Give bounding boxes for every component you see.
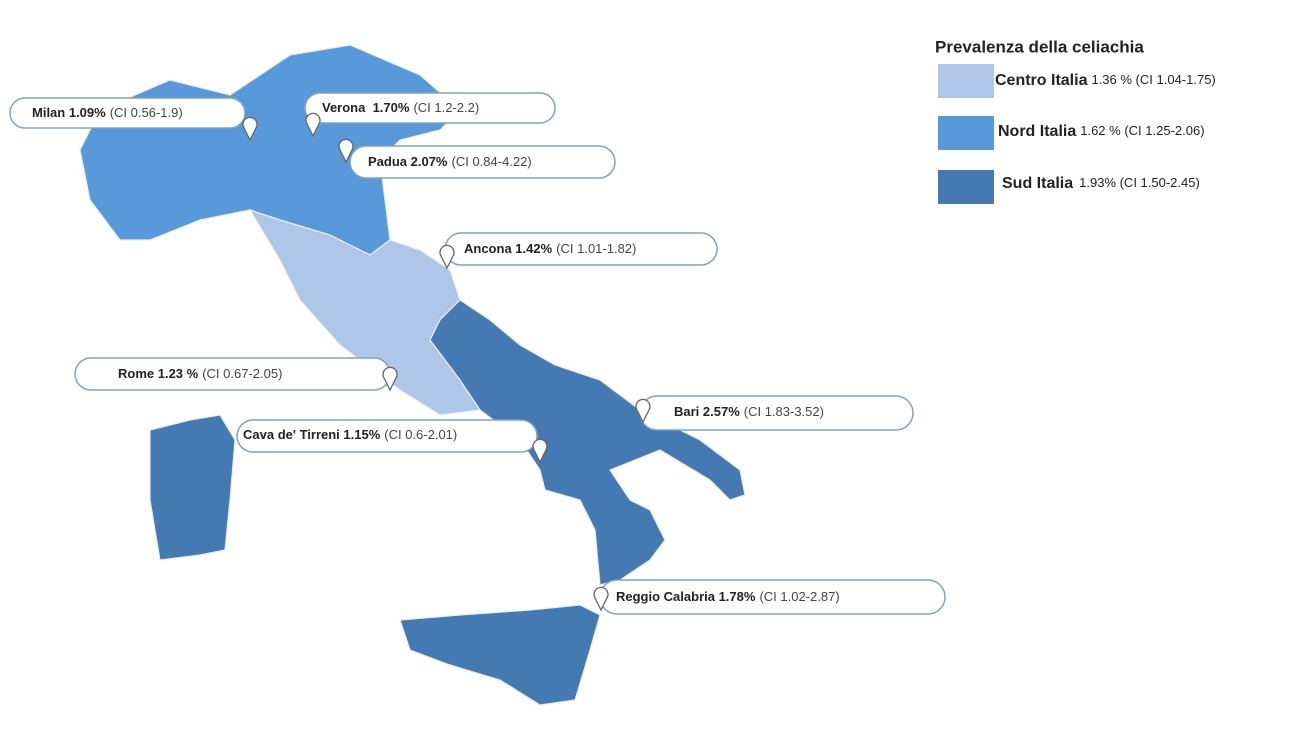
- city-ci: (CI 0.84-4.22): [452, 154, 532, 169]
- city-name: Padua 2.07%: [368, 154, 448, 169]
- legend-name: Centro Italia: [995, 72, 1088, 89]
- city-label: Reggio Calabria 1.78% (CI 1.02-2.87): [616, 589, 840, 604]
- pins: [242, 112, 651, 612]
- legend-item: Nord Italia 1.62 % (CI 1.25-2.06): [998, 123, 1205, 140]
- city-ci: (CI 1.02-2.87): [759, 589, 839, 604]
- city-name: Ancona 1.42%: [464, 241, 553, 256]
- legend-text: 1.62 % (CI 1.25-2.06): [1080, 123, 1204, 138]
- city-name: Rome 1.23 %: [118, 366, 199, 381]
- city-label: Bari 2.57% (CI 1.83-3.52): [674, 404, 824, 419]
- city-label: Cava de' Tirreni 1.15% (CI 0.6-2.01): [243, 427, 457, 442]
- city-labels: Milan 1.09% (CI 0.56-1.9) Verona 1.70% (CI…: [9, 92, 946, 615]
- legend-item: Sud Italia 1.93% (CI 1.50-2.45): [1002, 175, 1200, 192]
- pin: [439, 244, 455, 270]
- city-label: Ancona 1.42% (CI 1.01-1.82): [464, 241, 636, 256]
- city-ci: (CI 0.56-1.9): [110, 105, 183, 120]
- legend-item: Centro Italia 1.36 % (CI 1.04-1.75): [995, 72, 1216, 89]
- sardegna: [149, 414, 236, 561]
- city-label: Rome 1.23 % (CI 0.67-2.05): [118, 366, 282, 381]
- pin: [635, 398, 651, 424]
- label-box: [304, 92, 556, 124]
- pin: [305, 112, 321, 138]
- legend-title: Prevalenza della celiachia: [935, 37, 1144, 56]
- legend-text: 1.36 % (CI 1.04-1.75): [1091, 72, 1215, 87]
- legend-swatch: [938, 116, 994, 150]
- legend-swatch: [938, 64, 994, 98]
- label-box: [9, 97, 246, 129]
- city-ci: (CI 0.6-2.01): [384, 427, 457, 442]
- city-name: Verona 1.70%: [322, 100, 410, 115]
- legend-name: Nord Italia: [998, 123, 1076, 140]
- pin: [382, 366, 398, 392]
- city-label: Padua 2.07% (CI 0.84-4.22): [368, 154, 532, 169]
- pin: [593, 586, 609, 612]
- label-box: [349, 145, 616, 179]
- pin: [242, 116, 258, 142]
- city-ci: (CI 0.67-2.05): [202, 366, 282, 381]
- city-label: Milan 1.09% (CI 0.56-1.9): [32, 105, 183, 120]
- sicilia: [399, 604, 601, 706]
- city-ci: (CI 1.2-2.2): [413, 100, 479, 115]
- label-box: [236, 419, 538, 453]
- legend: Prevalenza della celiachia Centro Italia…: [935, 37, 1216, 204]
- legend-name: Sud Italia: [1002, 175, 1073, 192]
- pin: [338, 138, 354, 164]
- legend-text: 1.93% (CI 1.50-2.45): [1079, 175, 1200, 190]
- city-name: Bari 2.57%: [674, 404, 740, 419]
- city-name: Cava de' Tirreni 1.15%: [243, 427, 381, 442]
- pin: [532, 438, 548, 464]
- city-name: Reggio Calabria 1.78%: [616, 589, 756, 604]
- city-ci: (CI 1.01-1.82): [556, 241, 636, 256]
- city-label: Verona 1.70% (CI 1.2-2.2): [322, 100, 479, 115]
- city-ci: (CI 1.83-3.52): [744, 404, 824, 419]
- city-name: Milan 1.09%: [32, 105, 106, 120]
- legend-swatch: [938, 170, 994, 204]
